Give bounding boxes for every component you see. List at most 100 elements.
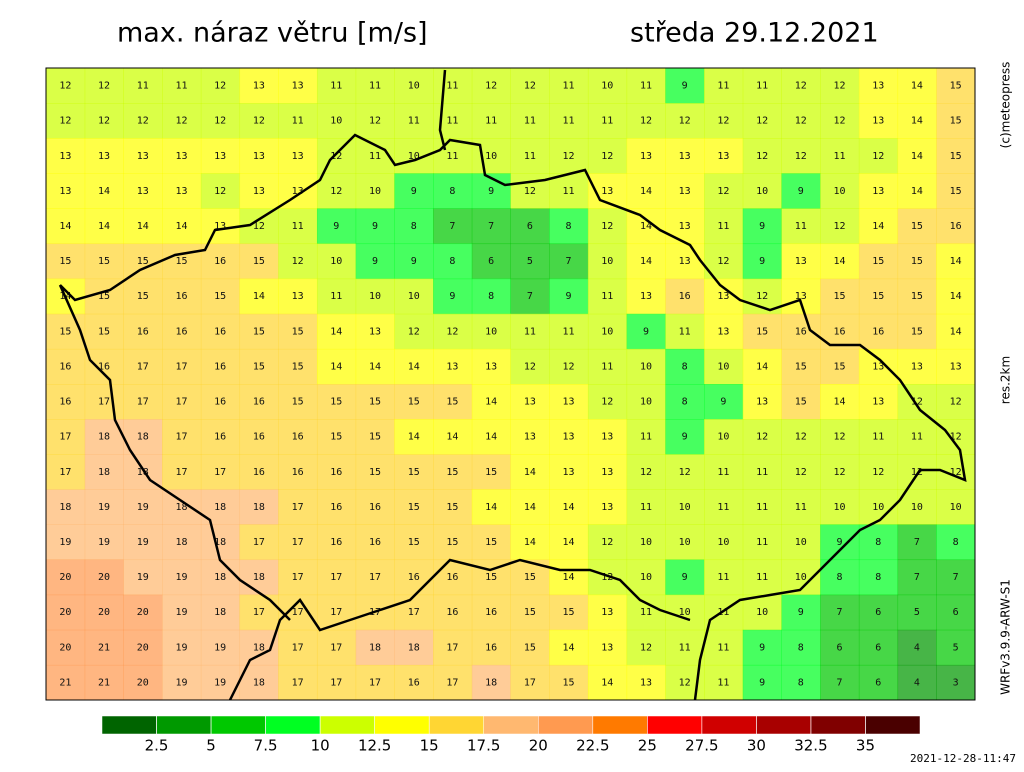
field-value: 15 bbox=[175, 256, 187, 267]
field-value: 10 bbox=[640, 361, 652, 372]
colorbar-label: 35 bbox=[856, 737, 875, 755]
field-value: 17 bbox=[292, 677, 304, 688]
field-cell bbox=[278, 313, 318, 350]
colorbar-box bbox=[374, 715, 430, 735]
field-cell bbox=[355, 559, 395, 596]
field-cell bbox=[316, 664, 357, 701]
field-value: 14 bbox=[330, 361, 342, 372]
field-cell bbox=[46, 664, 86, 701]
field-value: 8 bbox=[682, 361, 688, 372]
field-value: 11 bbox=[795, 221, 807, 232]
field-cell bbox=[742, 419, 782, 455]
field-value: 12 bbox=[330, 151, 342, 162]
field-value: 19 bbox=[214, 677, 226, 688]
field-cell bbox=[742, 384, 782, 420]
field-cell bbox=[394, 489, 434, 525]
field-cell bbox=[84, 454, 124, 490]
field-value: 6 bbox=[875, 677, 881, 688]
field-value: 15 bbox=[253, 361, 265, 372]
field-cell bbox=[239, 524, 279, 561]
field-value: 14 bbox=[524, 537, 536, 548]
field-value: 13 bbox=[292, 186, 304, 197]
field-cell bbox=[742, 68, 782, 104]
field-value: 5 bbox=[953, 642, 959, 653]
field-cell bbox=[394, 419, 434, 455]
field-cell bbox=[665, 384, 705, 420]
field-value: 11 bbox=[795, 502, 807, 513]
field-cell bbox=[858, 419, 899, 455]
copyright: (c)meteopress bbox=[999, 62, 1013, 149]
field-cell bbox=[123, 208, 163, 245]
field-cell bbox=[549, 68, 589, 104]
field-value: 16 bbox=[446, 607, 458, 618]
field-value: 15 bbox=[524, 572, 536, 583]
field-value: 15 bbox=[292, 326, 304, 337]
field-cell bbox=[433, 278, 473, 315]
colorbar-label: 17.5 bbox=[467, 737, 500, 755]
field-cell bbox=[394, 348, 434, 385]
field-value: 17 bbox=[292, 572, 304, 583]
field-value: 13 bbox=[601, 186, 613, 197]
field-cell bbox=[897, 419, 937, 455]
field-cell bbox=[858, 68, 899, 104]
field-value: 13 bbox=[214, 151, 226, 162]
model-name: WRFv3.9.9-ARW-S1 bbox=[999, 579, 1013, 695]
field-value: 13 bbox=[911, 361, 923, 372]
field-cell bbox=[46, 384, 86, 420]
field-value: 15 bbox=[98, 291, 110, 302]
field-cell bbox=[897, 629, 937, 666]
field-cell bbox=[897, 173, 937, 209]
field-value: 11 bbox=[756, 502, 768, 513]
field-cell bbox=[355, 278, 395, 315]
colorbar-label: 20 bbox=[529, 737, 548, 755]
field-cell bbox=[858, 138, 899, 174]
field-cell bbox=[587, 243, 628, 280]
field-cell bbox=[704, 594, 744, 631]
field-value: 13 bbox=[795, 256, 807, 267]
field-value: 3 bbox=[953, 677, 959, 688]
field-cell bbox=[394, 278, 434, 315]
field-value: 13 bbox=[756, 397, 768, 408]
field-value: 11 bbox=[446, 116, 458, 127]
field-value: 11 bbox=[524, 116, 536, 127]
field-value: 17 bbox=[175, 397, 187, 408]
field-cell bbox=[278, 489, 318, 525]
field-cell bbox=[394, 384, 434, 420]
field-value: 10 bbox=[717, 361, 729, 372]
field-cell bbox=[858, 208, 899, 245]
field-cell bbox=[549, 138, 589, 174]
field-cell bbox=[46, 243, 86, 280]
field-cell bbox=[587, 629, 628, 666]
field-cell bbox=[84, 594, 124, 631]
field-cell bbox=[471, 489, 511, 525]
field-cell bbox=[704, 173, 744, 209]
field-value: 11 bbox=[292, 116, 304, 127]
field-value: 11 bbox=[756, 572, 768, 583]
colorbar-box bbox=[265, 715, 321, 735]
field-value: 13 bbox=[640, 151, 652, 162]
field-value: 13 bbox=[253, 151, 265, 162]
field-value: 7 bbox=[837, 607, 843, 618]
field-cell bbox=[587, 559, 628, 596]
field-cell bbox=[433, 313, 473, 350]
field-cell bbox=[742, 559, 782, 596]
field-cell bbox=[704, 68, 744, 104]
field-cell bbox=[587, 348, 628, 385]
field-value: 15 bbox=[369, 432, 381, 443]
field-value: 15 bbox=[833, 361, 845, 372]
field-cell bbox=[394, 524, 434, 561]
field-value: 13 bbox=[640, 677, 652, 688]
field-value: 14 bbox=[330, 326, 342, 337]
field-value: 16 bbox=[292, 467, 304, 478]
field-value: 14 bbox=[640, 256, 652, 267]
field-cell bbox=[355, 173, 395, 209]
field-value: 12 bbox=[795, 432, 807, 443]
field-value: 9 bbox=[372, 221, 378, 232]
field-value: 16 bbox=[950, 221, 962, 232]
field-cell bbox=[278, 348, 318, 385]
field-value: 11 bbox=[640, 432, 652, 443]
colorbar-box bbox=[156, 715, 212, 735]
field-cell bbox=[123, 68, 163, 104]
field-cell bbox=[316, 138, 357, 174]
